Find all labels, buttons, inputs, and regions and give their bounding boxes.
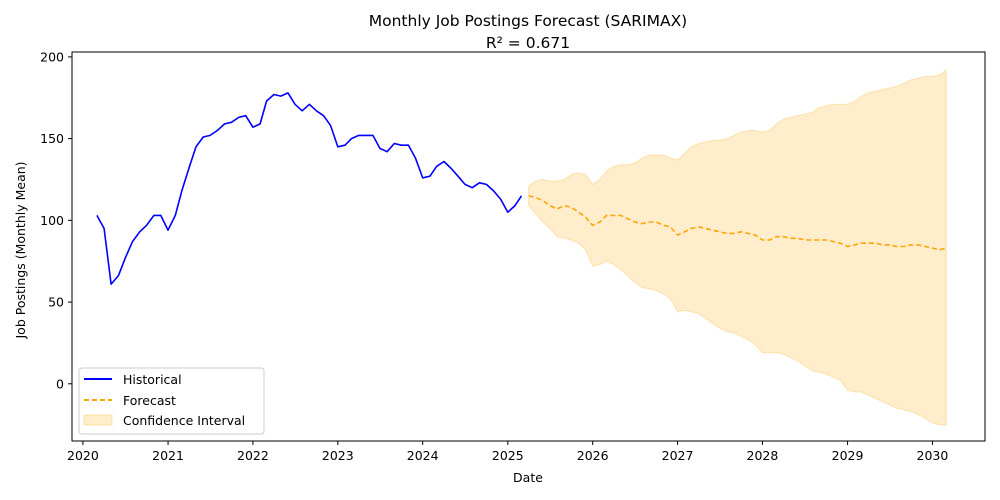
legend-historical-label: Historical <box>123 372 182 387</box>
x-axis-ticks: 2020 2021 2022 2023 2024 2025 2026 2027 2028 2029… <box>67 441 948 463</box>
confidence-interval-layer <box>528 68 947 426</box>
x-tick-label: 2026 <box>577 448 609 463</box>
y-tick-label: 50 <box>48 295 64 310</box>
forecast-line <box>528 195 947 251</box>
y-axis-label: Job Postings (Monthly Mean) <box>13 161 28 339</box>
chart-title: Monthly Job Postings Forecast (SARIMAX) <box>369 12 687 30</box>
chart-subtitle: R² = 0.671 <box>486 34 570 52</box>
x-tick-label: 2023 <box>322 448 354 463</box>
x-tick-label: 2024 <box>407 448 439 463</box>
legend: Historical Forecast Confidence Interval <box>78 367 265 435</box>
x-tick-label: 2020 <box>67 448 99 463</box>
series-lines-layer <box>96 92 947 285</box>
historical-line <box>96 92 523 285</box>
x-tick-label: 2021 <box>152 448 184 463</box>
y-tick-label: 100 <box>40 213 64 228</box>
x-tick-label: 2027 <box>662 448 694 463</box>
legend-forecast-label: Forecast <box>123 393 176 408</box>
legend-ci-swatch <box>83 414 113 426</box>
confidence-interval-band <box>528 68 947 426</box>
y-tick-label: 150 <box>40 131 64 146</box>
x-tick-label: 2030 <box>917 448 949 463</box>
legend-ci-label: Confidence Interval <box>123 413 245 428</box>
x-tick-label: 2029 <box>832 448 864 463</box>
legend-box <box>78 367 265 435</box>
x-tick-label: 2028 <box>747 448 779 463</box>
plot-frame <box>71 51 986 442</box>
y-tick-label: 0 <box>56 376 64 391</box>
x-tick-label: 2025 <box>492 448 524 463</box>
x-tick-label: 2022 <box>237 448 269 463</box>
y-axis-ticks: 0 50 100 150 200 <box>40 49 72 391</box>
x-axis-label: Date <box>513 470 543 485</box>
y-tick-label: 200 <box>40 49 64 64</box>
